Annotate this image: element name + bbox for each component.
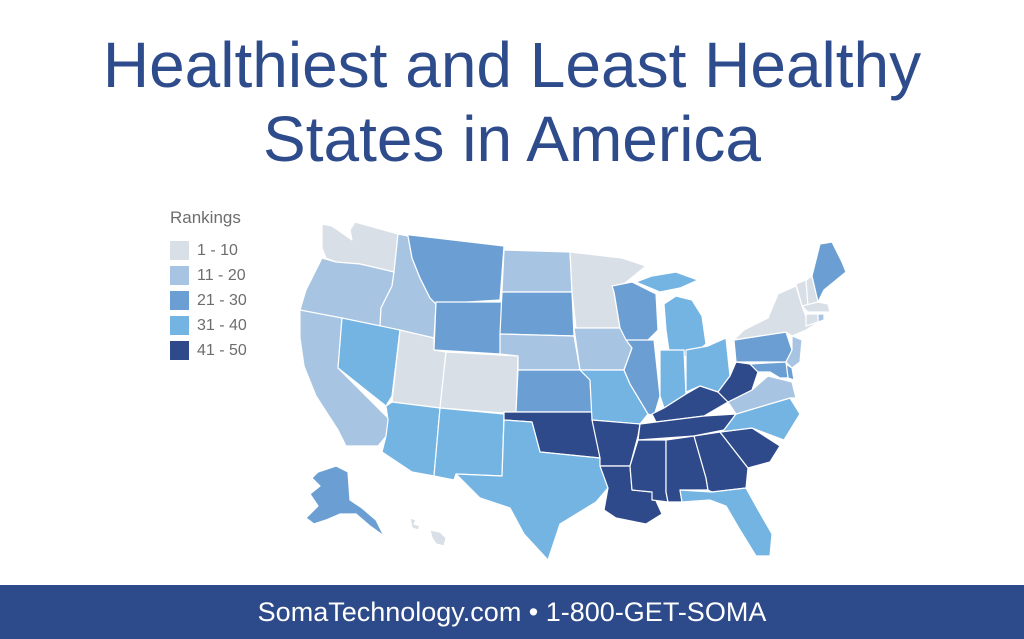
state-NM[interactable] bbox=[433, 407, 505, 481]
state-ME[interactable] bbox=[811, 241, 847, 303]
state-HI-islands[interactable] bbox=[409, 517, 421, 531]
legend-label: 21 - 30 bbox=[197, 291, 247, 309]
legend-label: 1 - 10 bbox=[197, 241, 238, 259]
us-map bbox=[299, 221, 847, 561]
legend: Rankings 1 - 10 11 - 20 21 - 30 31 - 40 … bbox=[170, 208, 247, 363]
legend-swatch-4 bbox=[170, 316, 189, 335]
state-CO[interactable] bbox=[439, 351, 519, 415]
state-MD[interactable] bbox=[749, 361, 789, 379]
state-MI-upper[interactable] bbox=[635, 271, 699, 293]
legend-item: 11 - 20 bbox=[170, 263, 247, 288]
legend-title: Rankings bbox=[170, 208, 241, 227]
state-AZ[interactable] bbox=[381, 401, 441, 477]
state-RI[interactable] bbox=[817, 313, 825, 323]
state-HI[interactable] bbox=[429, 529, 447, 547]
state-NC[interactable] bbox=[719, 397, 801, 441]
state-FL[interactable] bbox=[679, 487, 773, 557]
legend-item: 1 - 10 bbox=[170, 238, 247, 263]
state-AK[interactable] bbox=[305, 465, 385, 537]
title-line-2: States in America bbox=[263, 103, 761, 175]
legend-swatch-5 bbox=[170, 341, 189, 360]
state-SD[interactable] bbox=[499, 291, 575, 337]
legend-item: 41 - 50 bbox=[170, 338, 247, 363]
page-title: Healthiest and Least Healthy States in A… bbox=[0, 28, 1024, 176]
footer-bar: SomaTechnology.com • 1-800-GET-SOMA bbox=[0, 585, 1024, 639]
state-WY[interactable] bbox=[433, 301, 503, 355]
legend-swatch-1 bbox=[170, 241, 189, 260]
state-MT[interactable] bbox=[401, 233, 505, 305]
legend-label: 31 - 40 bbox=[197, 316, 247, 334]
legend-swatch-2 bbox=[170, 266, 189, 285]
title-line-1: Healthiest and Least Healthy bbox=[102, 29, 922, 101]
state-TX[interactable] bbox=[455, 419, 609, 561]
legend-swatch-3 bbox=[170, 291, 189, 310]
state-VA[interactable] bbox=[727, 375, 797, 415]
legend-label: 11 - 20 bbox=[197, 266, 246, 284]
footer-text: SomaTechnology.com • 1-800-GET-SOMA bbox=[257, 597, 767, 627]
state-MA[interactable] bbox=[801, 301, 831, 313]
state-IL[interactable] bbox=[623, 339, 661, 417]
state-KS[interactable] bbox=[515, 369, 593, 413]
state-MI[interactable] bbox=[663, 295, 707, 359]
state-ND[interactable] bbox=[501, 249, 573, 293]
legend-item: 31 - 40 bbox=[170, 313, 247, 338]
state-NV[interactable] bbox=[337, 317, 401, 407]
legend-label: 41 - 50 bbox=[197, 341, 247, 359]
legend-item: 21 - 30 bbox=[170, 288, 247, 313]
